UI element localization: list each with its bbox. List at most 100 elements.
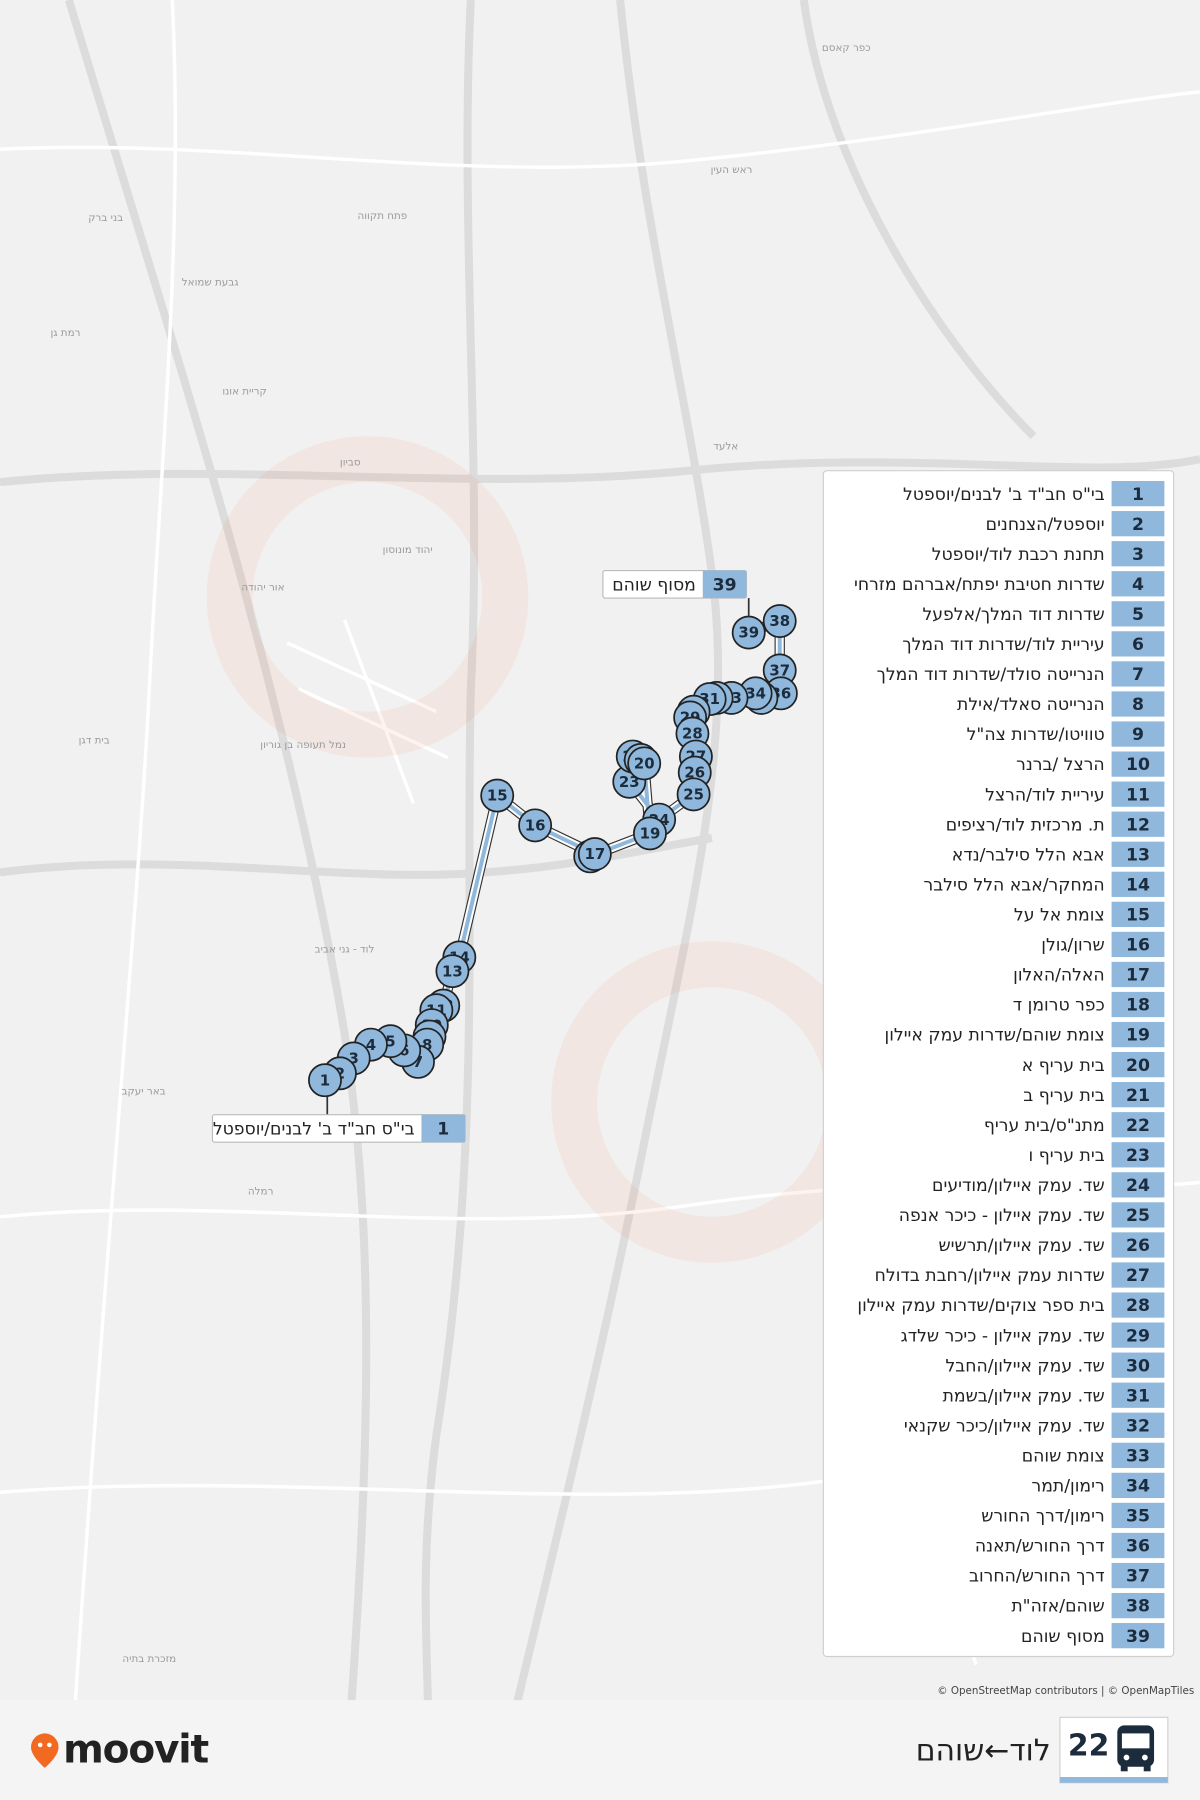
stop-list-name: שד. עמק איילון/כיכר שקנאי bbox=[904, 1416, 1105, 1436]
stop-list-number: 28 bbox=[1126, 1296, 1150, 1316]
stop-list-name: הנרייטה סולד/שדרות דוד המלך bbox=[877, 665, 1105, 685]
stop-list: 1 בי"ס חב"ד ב' לבנים/יוספטל 2 יוספטל/הצנחני… bbox=[822, 470, 1175, 1658]
stop-list-badge bbox=[1111, 961, 1165, 988]
callout-number: 1 bbox=[437, 1120, 449, 1140]
stop-list-badge bbox=[1111, 1292, 1165, 1318]
stop-list-name: טוויטו/שדרות צה"ל bbox=[967, 725, 1105, 745]
stop-list-number: 10 bbox=[1126, 755, 1150, 775]
moovit-pin bbox=[31, 1733, 59, 1768]
place-labels: כפר קאסם ראש העין אלעד פתח תקווה קריית אונו ס… bbox=[50, 42, 870, 1665]
stop-list-number: 17 bbox=[1126, 966, 1150, 986]
stop-list-number: 13 bbox=[1126, 845, 1150, 865]
stop-marker-number: 34 bbox=[745, 685, 766, 703]
stop-list-number: 16 bbox=[1126, 936, 1150, 956]
stop-list-number: 34 bbox=[1126, 1477, 1150, 1497]
stop-list-number: 20 bbox=[1126, 1056, 1150, 1076]
stop-list-badge bbox=[1111, 1112, 1165, 1138]
stop-marker-number: 16 bbox=[525, 817, 546, 835]
stop-list-number: 30 bbox=[1126, 1356, 1150, 1376]
stop-list-badge bbox=[1111, 1382, 1165, 1408]
stop-list-name: צומת שוהם bbox=[1022, 1446, 1105, 1466]
callouts: 39 מסוף שוהם 1 בי"ס חב"ד ב' לבנים/יוספטל bbox=[211, 569, 750, 1143]
stop-marker: 39 bbox=[731, 615, 766, 650]
stop-marker-number: 25 bbox=[683, 786, 704, 804]
stop-list-name: המחקר/אבא הלל סילבר bbox=[923, 875, 1104, 895]
stop-marker: 13 bbox=[435, 954, 470, 989]
callout-badge bbox=[702, 570, 747, 599]
stop-marker-number: 7 bbox=[413, 1053, 423, 1071]
stop-list-badge bbox=[1111, 1472, 1165, 1499]
stop-list-name: יוספטל/הצנחנים bbox=[986, 515, 1105, 535]
callout-badge bbox=[421, 1114, 466, 1143]
stop-list-badge bbox=[1111, 601, 1165, 627]
stop-list-number: 6 bbox=[1132, 635, 1144, 655]
stop-marker-number: 15 bbox=[487, 787, 508, 805]
stop-list-badge bbox=[1111, 1442, 1165, 1468]
stop-marker: 17 bbox=[577, 837, 612, 872]
stop-marker-number: 3 bbox=[348, 1050, 358, 1068]
stop-list-badge bbox=[1111, 871, 1165, 897]
place-label: ראש העין bbox=[711, 164, 753, 176]
place-label: גבעת שמואל bbox=[182, 276, 239, 288]
stop-list-number: 11 bbox=[1126, 785, 1150, 805]
stop-marker-number: 5 bbox=[385, 1032, 395, 1050]
stop-list-badge bbox=[1111, 1172, 1165, 1198]
route-number: 22 bbox=[1068, 1729, 1110, 1764]
stop-list-badge bbox=[1111, 1412, 1165, 1438]
stop-list-badge bbox=[1111, 901, 1165, 927]
stop-marker: 15 bbox=[480, 778, 515, 813]
stop-list-number: 36 bbox=[1126, 1537, 1150, 1557]
stop-marker-circle bbox=[435, 954, 470, 989]
stop-marker-number: 4 bbox=[366, 1036, 376, 1054]
stop-list-number: 32 bbox=[1126, 1416, 1150, 1436]
stop-marker-number: 26 bbox=[684, 764, 705, 782]
stop-list-badge bbox=[1111, 1021, 1165, 1048]
stop-list-number: 12 bbox=[1126, 815, 1150, 835]
stop-list-name: שדרות דוד המלך/אלפעל bbox=[922, 605, 1104, 625]
stop-marker-number: 17 bbox=[584, 845, 605, 863]
stop-list-name: שד. עמק איילון/מודיעים bbox=[932, 1176, 1105, 1196]
stop-list-badge bbox=[1111, 751, 1165, 777]
stop-list-badge bbox=[1111, 541, 1165, 567]
stop-markers: 3938373635343332313029282726252423222120… bbox=[308, 604, 798, 1098]
stop-list-number: 25 bbox=[1126, 1206, 1150, 1226]
stop-marker-circle bbox=[627, 746, 662, 781]
stop-list-number: 22 bbox=[1126, 1116, 1150, 1136]
stop-list-badge bbox=[1111, 571, 1165, 597]
stop-list-badge bbox=[1111, 1352, 1165, 1378]
stop-marker-number: 13 bbox=[442, 962, 463, 980]
footer: moovit 22 לוד←שוהם bbox=[0, 1700, 1200, 1800]
stop-marker-circle bbox=[308, 1063, 342, 1098]
stop-marker-number: 1 bbox=[320, 1071, 330, 1089]
stop-list-number: 26 bbox=[1126, 1236, 1150, 1256]
place-label: מזכרת בתיה bbox=[122, 1653, 176, 1665]
stop-list-name: בית ספר צוקים/שדרות עמק איילון bbox=[857, 1296, 1104, 1316]
stop-list-number: 4 bbox=[1132, 575, 1144, 595]
stop-list-badge bbox=[1111, 1142, 1165, 1168]
stop-marker-number: 23 bbox=[619, 773, 640, 791]
stop-list-number: 15 bbox=[1126, 906, 1150, 926]
stop-marker-number: 19 bbox=[640, 825, 661, 843]
stop-list-badge bbox=[1111, 781, 1165, 807]
stop-marker-number: 8 bbox=[422, 1036, 432, 1054]
pin-eye bbox=[47, 1742, 52, 1748]
place-label: סביון bbox=[340, 457, 361, 469]
stop-list-number: 8 bbox=[1132, 695, 1144, 715]
stop-list-name: בית עריף ו bbox=[1029, 1146, 1105, 1166]
stop-list-badge bbox=[1111, 661, 1165, 687]
stop-list-name: דרך החורש/תאנה bbox=[975, 1537, 1105, 1557]
stop-list-badge bbox=[1111, 691, 1165, 717]
moovit-logo: moovit bbox=[63, 1727, 208, 1772]
stop-list-name: רימון/דרך החורש bbox=[981, 1507, 1104, 1527]
stop-list-badge bbox=[1111, 991, 1165, 1018]
stop-marker: 1 bbox=[308, 1063, 342, 1098]
stop-list-number: 31 bbox=[1126, 1386, 1150, 1406]
stop-list-name: צומת שוהם/שדרות עמק איילון bbox=[885, 1026, 1105, 1046]
stop-marker-circle bbox=[480, 778, 515, 813]
stop-list-badge bbox=[1111, 841, 1165, 867]
stop-list-badge bbox=[1111, 511, 1165, 537]
stop-list-number: 27 bbox=[1126, 1266, 1150, 1286]
stop-list-badge bbox=[1111, 1562, 1165, 1589]
place-label: רמת גן bbox=[50, 327, 80, 339]
